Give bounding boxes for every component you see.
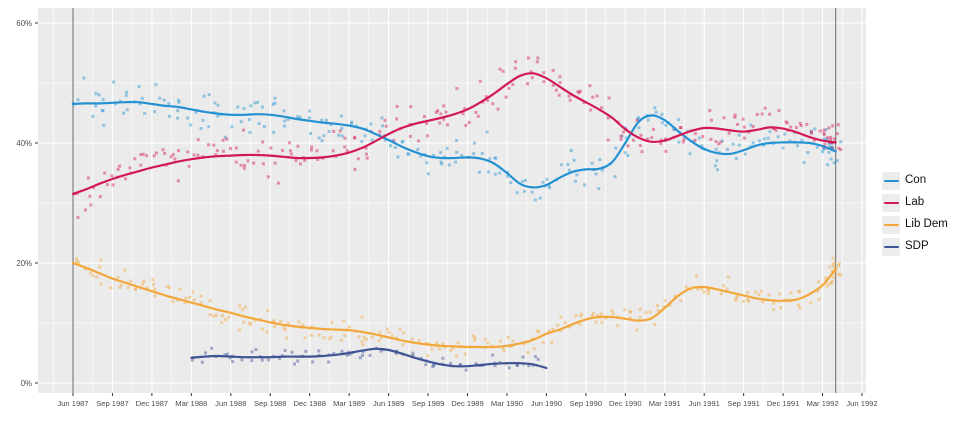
x-tick-label: Mar 1989 <box>333 399 365 408</box>
libdem-line-swatch <box>883 223 899 226</box>
legend-key-con <box>882 171 900 190</box>
legend-key-lab <box>882 193 900 212</box>
legend-label-con: Con <box>905 173 927 186</box>
trend-line-sdp <box>190 347 548 370</box>
y-tick-label: 0% <box>21 379 32 388</box>
x-tick-label: Jun 1991 <box>689 399 720 408</box>
x-tick-label: Sep 1990 <box>570 399 603 408</box>
trend-line-lib-dem <box>71 261 837 349</box>
trend-line-con <box>71 100 837 189</box>
lab-line-swatch <box>883 201 899 204</box>
x-tick-label: Sep 1987 <box>96 399 129 408</box>
y-tick-label: 20% <box>16 259 32 268</box>
x-tick-label: Jun 1989 <box>373 399 404 408</box>
y-tick-label: 60% <box>16 19 32 28</box>
x-tick-label: Dec 1987 <box>136 399 169 408</box>
x-tick-label: Sep 1989 <box>412 399 445 408</box>
plot-panel <box>38 8 866 393</box>
legend-item-libdem[interactable]: Lib Dem <box>882 215 948 234</box>
x-tick-label: Jun 1987 <box>57 399 88 408</box>
x-tick-label: Sep 1991 <box>727 399 760 408</box>
legend-label-libdem: Lib Dem <box>905 217 948 230</box>
sdp-line-swatch <box>883 245 899 248</box>
x-tick-label: Dec 1989 <box>451 399 484 408</box>
trend-line-lab <box>71 72 837 196</box>
legend-item-lab[interactable]: Lab <box>882 193 948 212</box>
legend-label-lab: Lab <box>905 195 925 208</box>
x-tick-label: Jun 1988 <box>215 399 246 408</box>
axis-labels: Jun 1987 Sep 1987 Dec 1987 Mar 1988 Jun 1988… <box>16 19 877 408</box>
legend-label-sdp: SDP <box>905 239 929 252</box>
y-tick-label: 40% <box>16 139 32 148</box>
x-tick-label: Sep 1988 <box>254 399 287 408</box>
x-tick-label: Dec 1991 <box>767 399 800 408</box>
x-tick-label: Jun 1992 <box>846 399 877 408</box>
x-tick-label: Dec 1990 <box>609 399 642 408</box>
legend-item-con[interactable]: Con <box>882 171 948 190</box>
chart-legend: Con Lab Lib Dem SDP <box>882 171 948 256</box>
x-tick-label: Mar 1990 <box>491 399 523 408</box>
x-tick-label: Mar 1988 <box>175 399 207 408</box>
legend-item-sdp[interactable]: SDP <box>882 237 948 256</box>
con-line-swatch <box>883 179 899 182</box>
legend-key-libdem <box>882 215 900 234</box>
x-tick-label: Jun 1990 <box>531 399 562 408</box>
x-tick-label: Dec 1988 <box>293 399 326 408</box>
legend-key-sdp <box>882 237 900 256</box>
x-tick-label: Mar 1992 <box>807 399 839 408</box>
x-tick-label: Mar 1991 <box>649 399 681 408</box>
